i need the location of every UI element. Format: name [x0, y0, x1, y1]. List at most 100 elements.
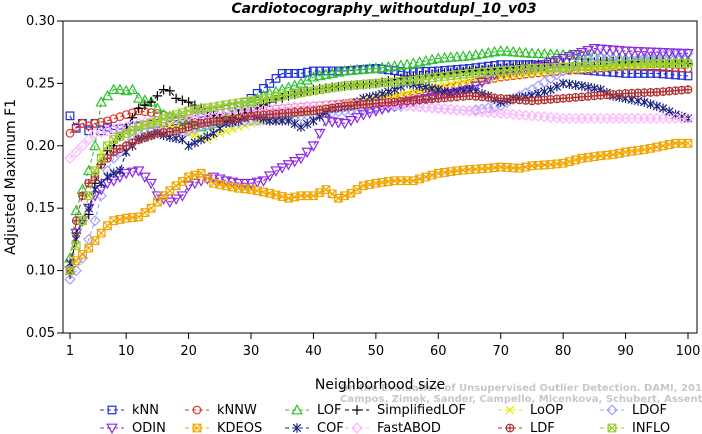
data-point [482, 46, 495, 58]
series-line [69, 82, 689, 264]
data-point [170, 194, 182, 205]
data-point [682, 49, 694, 60]
data-point [345, 116, 357, 127]
legend-entry-odin: ODIN [100, 421, 166, 434]
watermark-line-1: Campos, Zimek, Sander, Campello, Micenko… [340, 394, 702, 405]
data-point [384, 86, 393, 97]
data-point [76, 140, 89, 152]
data-point [122, 142, 130, 150]
plot-area [62, 20, 698, 334]
data-point [190, 137, 200, 148]
data-point [419, 54, 432, 66]
data-point [140, 100, 150, 111]
data-point [664, 70, 674, 79]
data-point [132, 92, 145, 103]
data-point [288, 157, 301, 168]
data-point [370, 62, 382, 73]
data-point [115, 112, 125, 122]
data-point [277, 69, 287, 78]
data-point [145, 178, 157, 190]
data-point [126, 167, 139, 179]
legend-marker [351, 422, 363, 434]
legend-label: KDEOS [217, 421, 262, 434]
data-point [309, 106, 318, 116]
data-point [463, 49, 476, 61]
data-point [307, 71, 320, 82]
data-point [265, 78, 275, 88]
legend-entry-ldf: LDF [498, 421, 555, 434]
data-point [215, 116, 225, 126]
legend-marker [506, 424, 514, 432]
data-point [90, 236, 100, 246]
data-point [376, 61, 388, 73]
legend-entry-fastabod: FastABOD [345, 421, 441, 434]
data-point [83, 133, 95, 146]
data-point [563, 52, 576, 63]
data-point [544, 58, 557, 69]
data-point [684, 85, 692, 94]
data-point [89, 127, 101, 139]
data-point [116, 145, 124, 153]
data-point [476, 103, 488, 115]
data-point [682, 112, 694, 124]
legend-entry-loop: LoOP [498, 403, 563, 418]
data-point [313, 69, 326, 81]
data-point [390, 84, 399, 95]
x-tick-label: 30 [243, 344, 260, 359]
data-point [114, 83, 126, 95]
legend-label: FastABOD [377, 421, 441, 434]
data-point [665, 106, 674, 117]
series-layer [64, 44, 694, 285]
data-point [109, 148, 118, 156]
data-point [569, 50, 582, 61]
data-point [78, 191, 87, 201]
data-point [646, 99, 655, 109]
data-point [482, 74, 495, 85]
data-point [276, 163, 289, 174]
data-point [70, 204, 83, 216]
data-point [345, 64, 357, 75]
data-point [134, 135, 144, 144]
data-point [652, 69, 662, 78]
data-point [238, 178, 251, 190]
data-point [432, 52, 445, 63]
data-point [89, 139, 101, 151]
data-point [184, 122, 194, 132]
data-point [120, 121, 132, 133]
data-point [315, 105, 325, 115]
legend-label: ODIN [132, 421, 166, 434]
x-tick-label: 10 [118, 344, 135, 359]
legend-marker [106, 423, 118, 434]
y-tick-label: 0.25 [26, 76, 55, 91]
data-point [320, 68, 332, 80]
data-point [402, 89, 412, 98]
data-point [683, 138, 693, 148]
data-point [65, 266, 75, 275]
legend-label: LDOF [632, 403, 667, 418]
legend-label: kNN [132, 403, 159, 418]
data-point [607, 45, 619, 56]
data-point [671, 70, 680, 80]
x-tick-label: 100 [676, 344, 701, 359]
data-point [109, 114, 119, 124]
data-point [152, 91, 163, 101]
data-point [146, 130, 156, 140]
data-point [476, 77, 488, 89]
data-point [221, 115, 231, 125]
data-point [177, 124, 187, 134]
data-point [588, 44, 601, 55]
legend-label: SimplifiedLOF [377, 403, 466, 418]
data-point [296, 69, 306, 78]
data-point [103, 153, 112, 163]
data-point [657, 48, 669, 59]
data-point [182, 181, 195, 192]
data-point [177, 95, 188, 106]
data-point [650, 47, 663, 59]
data-point [644, 47, 657, 58]
legend-label: LOF [317, 403, 342, 418]
y-tick-label: 0.30 [26, 14, 55, 29]
data-point [90, 172, 100, 182]
legend-marker [192, 405, 202, 415]
data-point [95, 96, 108, 107]
x-tick-label: 50 [368, 344, 385, 359]
